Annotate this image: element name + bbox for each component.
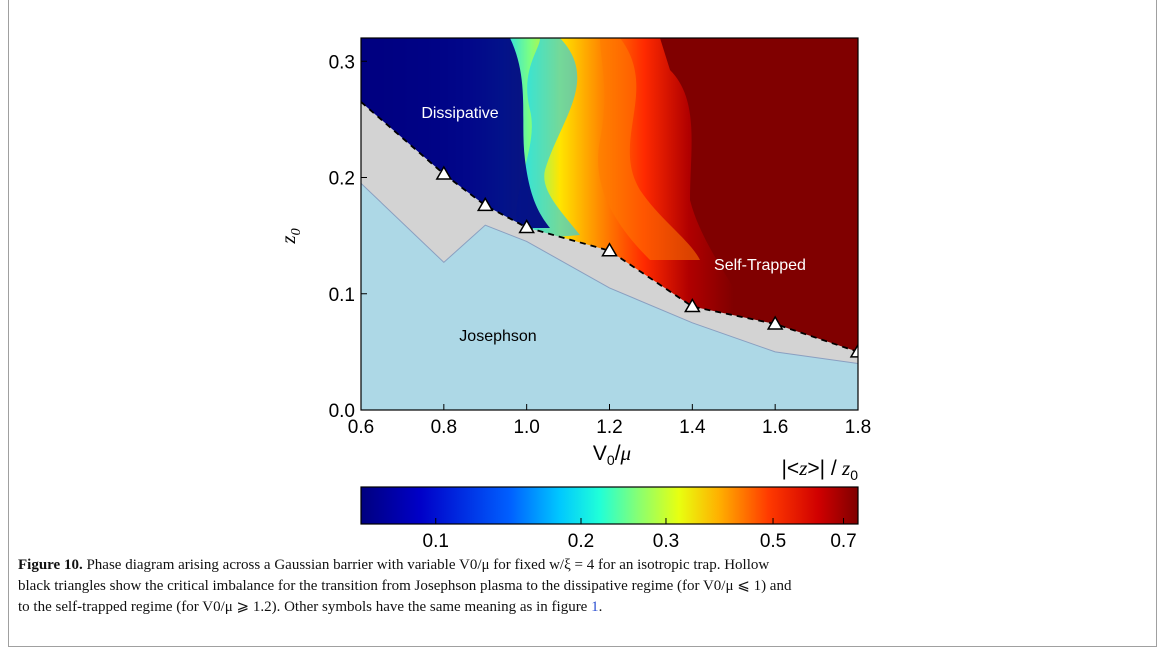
- y-axis-title: z0: [276, 228, 304, 244]
- x-tick-label: 1.2: [596, 417, 622, 438]
- colorbar-tick-label: 0.7: [830, 531, 856, 552]
- plot-area: [361, 38, 858, 410]
- colorbar-tick-label: 0.3: [653, 531, 679, 552]
- region-label-dissipative: Dissipative: [421, 105, 498, 122]
- colorbar-tick-label: 0.5: [760, 531, 786, 552]
- y-tick-label: 0.2: [329, 169, 355, 190]
- caption-line-3-end: .: [598, 599, 603, 615]
- x-tick-label: 1.0: [513, 417, 539, 438]
- critical-marker: [601, 242, 618, 257]
- x-tick-label: 1.4: [679, 417, 706, 438]
- region-label-self-trapped: Self-Trapped: [714, 257, 806, 274]
- x-tick-label: 0.6: [348, 417, 374, 438]
- caption-line-3: to the self-trapped regime (for V0/μ ⩾ 1…: [18, 599, 588, 615]
- x-tick-label: 0.8: [431, 417, 457, 438]
- x-tick-label: 1.8: [845, 417, 871, 438]
- critical-marker: [476, 196, 494, 212]
- x-axis-title: V0/μ: [593, 441, 631, 468]
- y-tick-label: 0.0: [329, 401, 355, 422]
- critical-marker: [684, 298, 701, 313]
- critical-markers: [435, 165, 858, 358]
- figure-caption: Figure 10. Phase diagram arising across …: [18, 555, 1143, 618]
- figure-reference-link[interactable]: 1: [591, 599, 599, 615]
- x-axis: 0.6 0.8 1.0 1.2 1.4 1.6 1.8: [348, 404, 871, 438]
- caption-line-2: black triangles show the critical imbala…: [18, 578, 792, 594]
- y-axis: 0.0 0.1 0.2 0.3: [329, 52, 367, 422]
- y-tick-label: 0.3: [329, 52, 355, 73]
- critical-marker: [849, 343, 858, 358]
- colorbar-tick-label: 0.1: [423, 531, 449, 552]
- critical-imbalance-line: [361, 101, 858, 353]
- colorbar-title: |<z>| / z0: [781, 456, 858, 483]
- heatmap-front-cyan: [516, 38, 580, 240]
- caption-line-1: Phase diagram arising across a Gaussian …: [86, 557, 770, 573]
- y-tick-label: 0.1: [329, 285, 355, 306]
- critical-marker: [435, 165, 453, 180]
- region-label-josephson: Josephson: [459, 328, 536, 345]
- critical-marker: [766, 315, 784, 330]
- colorbar: [360, 486, 859, 525]
- self-trapped-fill: [660, 38, 858, 350]
- caption-label: Figure 10.: [18, 557, 83, 573]
- colorbar-ticks: 0.1 0.2 0.3 0.5 0.7: [423, 518, 857, 552]
- figure-frame: [8, 0, 1157, 647]
- colorbar-tick-label: 0.2: [568, 531, 594, 552]
- figure-svg: 0.6 0.8 1.0 1.2 1.4 1.6 1.8 0.0 0.1 0.2 0.3 Dissi…: [276, 37, 871, 552]
- heatmap-front-orange: [598, 38, 700, 260]
- critical-marker: [518, 218, 535, 234]
- josephson-region: [361, 182, 858, 410]
- x-tick-label: 1.6: [762, 417, 788, 438]
